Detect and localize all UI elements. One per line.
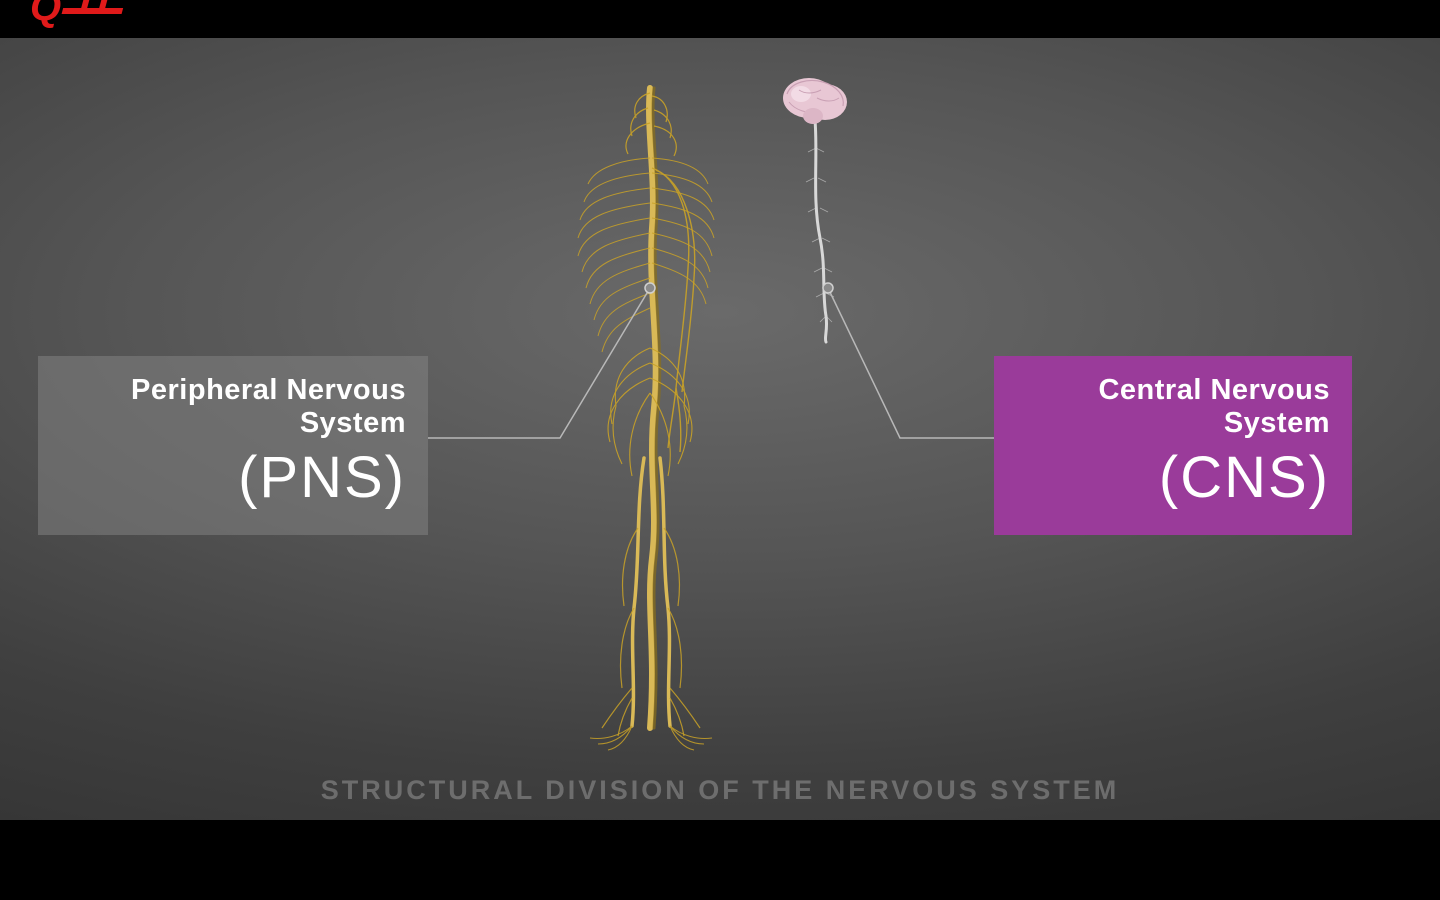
leader-lines xyxy=(428,283,994,438)
header-bar: Q xyxy=(0,0,1440,38)
diagram-caption: STRUCTURAL DIVISION OF THE NERVOUS SYSTE… xyxy=(0,775,1440,806)
logo: Q xyxy=(30,0,170,39)
diagram-canvas: Peripheral Nervous System (PNS) Central … xyxy=(0,38,1440,820)
pns-figure xyxy=(578,88,714,750)
cns-figure xyxy=(783,78,847,342)
cns-label-title: Central Nervous System xyxy=(1016,374,1330,440)
svg-text:Q: Q xyxy=(30,0,61,29)
pns-label-box: Peripheral Nervous System (PNS) xyxy=(38,356,428,535)
pns-label-title: Peripheral Nervous System xyxy=(60,374,406,440)
cns-label-abbr: (CNS) xyxy=(1016,444,1330,511)
cns-label-box: Central Nervous System (CNS) xyxy=(994,356,1352,535)
footer-bar xyxy=(0,820,1440,900)
pns-label-abbr: (PNS) xyxy=(60,444,406,511)
